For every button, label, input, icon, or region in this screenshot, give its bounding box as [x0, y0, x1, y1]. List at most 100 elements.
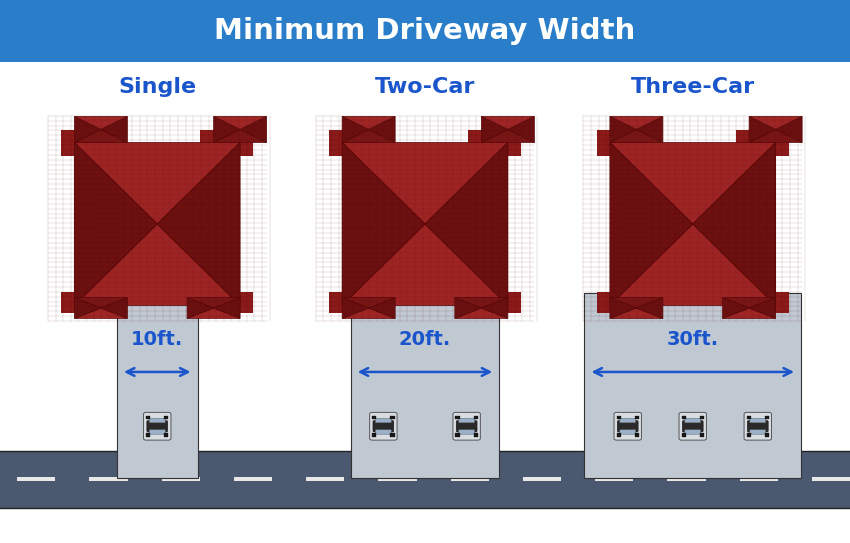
- Polygon shape: [609, 116, 663, 129]
- FancyBboxPatch shape: [147, 420, 167, 432]
- Polygon shape: [507, 116, 535, 142]
- Polygon shape: [75, 129, 128, 142]
- Polygon shape: [749, 116, 802, 129]
- Polygon shape: [187, 298, 240, 308]
- Polygon shape: [609, 308, 663, 318]
- Bar: [329, 292, 382, 313]
- Bar: [635, 416, 639, 419]
- Polygon shape: [75, 116, 128, 129]
- Text: Three-Car: Three-Car: [631, 77, 755, 97]
- FancyBboxPatch shape: [459, 430, 474, 434]
- FancyBboxPatch shape: [744, 412, 772, 440]
- Polygon shape: [75, 116, 101, 142]
- Bar: [146, 416, 150, 419]
- Polygon shape: [342, 142, 507, 224]
- FancyBboxPatch shape: [685, 418, 700, 423]
- Bar: [746, 433, 751, 437]
- Bar: [456, 433, 460, 437]
- Polygon shape: [749, 129, 802, 142]
- Bar: [667, 477, 706, 482]
- Polygon shape: [481, 298, 507, 318]
- Polygon shape: [213, 298, 240, 318]
- Bar: [350, 293, 499, 478]
- Polygon shape: [637, 298, 663, 318]
- FancyBboxPatch shape: [679, 412, 706, 440]
- Bar: [117, 293, 197, 478]
- FancyBboxPatch shape: [370, 412, 397, 440]
- Bar: [164, 433, 168, 437]
- Bar: [0, 0, 850, 62]
- Polygon shape: [369, 298, 395, 318]
- Bar: [682, 416, 686, 419]
- Polygon shape: [342, 298, 395, 308]
- Text: 30ft.: 30ft.: [666, 330, 719, 349]
- FancyBboxPatch shape: [683, 420, 703, 432]
- Polygon shape: [342, 308, 395, 318]
- Polygon shape: [749, 298, 775, 318]
- Bar: [61, 292, 114, 313]
- Polygon shape: [693, 142, 775, 305]
- FancyBboxPatch shape: [150, 430, 165, 434]
- Polygon shape: [609, 116, 637, 142]
- Text: Minimum Driveway Width: Minimum Driveway Width: [214, 17, 636, 45]
- Bar: [201, 129, 253, 155]
- Polygon shape: [609, 298, 637, 318]
- Polygon shape: [213, 116, 240, 142]
- Polygon shape: [455, 308, 507, 318]
- FancyBboxPatch shape: [685, 430, 700, 434]
- Polygon shape: [749, 116, 775, 142]
- Bar: [342, 142, 507, 305]
- Text: 20ft.: 20ft.: [399, 330, 451, 349]
- Polygon shape: [722, 298, 749, 318]
- Bar: [329, 129, 382, 155]
- Bar: [616, 433, 620, 437]
- Bar: [89, 477, 128, 482]
- Bar: [473, 416, 478, 419]
- Polygon shape: [342, 142, 425, 305]
- Text: Single: Single: [118, 77, 196, 97]
- Polygon shape: [455, 298, 507, 308]
- Polygon shape: [75, 224, 240, 305]
- Polygon shape: [722, 308, 775, 318]
- Bar: [390, 433, 394, 437]
- FancyBboxPatch shape: [617, 420, 638, 432]
- Polygon shape: [342, 298, 369, 318]
- FancyBboxPatch shape: [150, 418, 165, 423]
- Polygon shape: [75, 298, 128, 308]
- Bar: [523, 477, 561, 482]
- Polygon shape: [342, 116, 395, 129]
- Bar: [765, 416, 769, 419]
- Polygon shape: [187, 308, 240, 318]
- FancyBboxPatch shape: [144, 412, 171, 440]
- Bar: [146, 433, 150, 437]
- Polygon shape: [481, 129, 535, 142]
- Bar: [17, 477, 55, 482]
- Polygon shape: [609, 224, 775, 305]
- Bar: [746, 416, 751, 419]
- Bar: [306, 477, 344, 482]
- FancyBboxPatch shape: [376, 418, 391, 423]
- FancyBboxPatch shape: [459, 418, 474, 423]
- Bar: [736, 292, 789, 313]
- Bar: [372, 416, 377, 419]
- Polygon shape: [101, 298, 128, 318]
- Bar: [0, 451, 850, 508]
- FancyBboxPatch shape: [376, 430, 391, 434]
- Polygon shape: [609, 142, 693, 305]
- Polygon shape: [75, 142, 240, 224]
- Bar: [201, 292, 253, 313]
- Polygon shape: [187, 298, 213, 318]
- Bar: [736, 129, 789, 155]
- Bar: [456, 416, 460, 419]
- Polygon shape: [455, 298, 481, 318]
- Text: Two-Car: Two-Car: [375, 77, 475, 97]
- Bar: [75, 142, 240, 305]
- Bar: [61, 129, 114, 155]
- Bar: [682, 433, 686, 437]
- Polygon shape: [425, 142, 507, 305]
- FancyBboxPatch shape: [620, 418, 636, 423]
- Text: 10ft.: 10ft.: [131, 330, 184, 349]
- Bar: [609, 142, 775, 305]
- FancyBboxPatch shape: [750, 418, 766, 423]
- Polygon shape: [342, 129, 395, 142]
